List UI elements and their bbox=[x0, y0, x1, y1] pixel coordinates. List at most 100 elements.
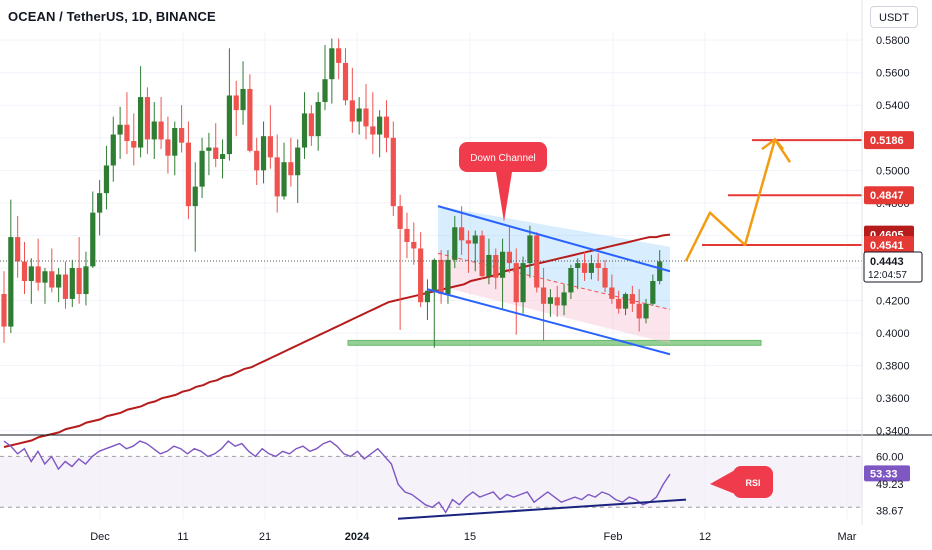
rsi-tick-label: 49.23 bbox=[876, 479, 904, 491]
candle-body bbox=[1, 294, 7, 327]
y-tick-label: 0.4200 bbox=[876, 296, 910, 308]
countdown-label: 12:04:57 bbox=[868, 270, 907, 281]
candle-body bbox=[247, 88, 253, 151]
rsi-value-badge bbox=[864, 465, 910, 482]
candle-body bbox=[561, 292, 567, 306]
candle-body bbox=[8, 237, 14, 327]
candle-body bbox=[329, 48, 335, 80]
candle-body bbox=[418, 248, 424, 303]
candle-body bbox=[342, 62, 349, 101]
candle-body bbox=[213, 147, 219, 159]
candle-body bbox=[581, 263, 588, 273]
candle-body bbox=[445, 259, 451, 295]
candle-body bbox=[267, 136, 273, 158]
currency-button[interactable]: USDT bbox=[870, 6, 918, 28]
candle-body bbox=[636, 303, 642, 319]
candle-body bbox=[499, 251, 506, 278]
candle-body bbox=[151, 121, 157, 140]
support-zone bbox=[347, 339, 762, 346]
candle-body bbox=[138, 97, 144, 148]
rsi-tick-label: 38.67 bbox=[876, 506, 904, 518]
price-badge bbox=[864, 186, 914, 205]
y-tick-label: 0.3800 bbox=[876, 361, 910, 373]
candle-body bbox=[144, 97, 151, 140]
candle-body bbox=[185, 142, 192, 207]
candle-body bbox=[103, 165, 110, 194]
candle-body bbox=[97, 193, 103, 213]
candle-body bbox=[178, 128, 185, 143]
candle-body bbox=[575, 263, 581, 268]
candle-body bbox=[486, 254, 492, 277]
candle-body bbox=[377, 116, 383, 135]
candle-body bbox=[602, 267, 608, 288]
candle-body bbox=[56, 274, 62, 288]
y-tick-label: 0.5400 bbox=[876, 100, 910, 112]
candle-body bbox=[254, 150, 260, 171]
price-badge-label: 0.5186 bbox=[870, 135, 904, 147]
candle-body bbox=[438, 259, 444, 295]
channel-upper-line bbox=[437, 205, 671, 273]
candle-body bbox=[459, 227, 465, 241]
candle-body bbox=[657, 261, 663, 282]
rsi-callout-box bbox=[733, 466, 773, 498]
candle-body bbox=[281, 162, 287, 197]
candle-body bbox=[62, 274, 69, 299]
candle-body bbox=[260, 136, 267, 171]
y-tick-label: 0.5000 bbox=[876, 165, 910, 177]
y-tick-label: 0.3600 bbox=[876, 393, 910, 405]
x-tick-label: Feb bbox=[604, 531, 623, 543]
candle-body bbox=[363, 108, 369, 127]
candle-body bbox=[506, 251, 513, 264]
candle-body bbox=[397, 206, 403, 229]
candle-body bbox=[315, 101, 321, 137]
projection-arrowhead bbox=[761, 137, 784, 151]
candle-body bbox=[288, 162, 294, 176]
y-tick-label: 0.3400 bbox=[876, 426, 910, 438]
price-badge bbox=[864, 236, 914, 255]
candle-body bbox=[534, 235, 540, 288]
y-tick-label: 0.4000 bbox=[876, 328, 910, 340]
candle-body bbox=[90, 212, 96, 267]
candle-body bbox=[383, 116, 390, 138]
candle-body bbox=[349, 100, 355, 122]
candle-body bbox=[411, 241, 417, 249]
y-tick-label: 0.5600 bbox=[876, 68, 910, 80]
candle-body bbox=[479, 235, 485, 277]
y-tick-label: 0.5800 bbox=[876, 35, 910, 47]
candle-body bbox=[76, 267, 82, 295]
candle-body bbox=[404, 228, 410, 242]
candle-body bbox=[15, 237, 21, 262]
candle-body bbox=[192, 186, 198, 207]
x-tick-label: Dec bbox=[90, 531, 110, 543]
candle-body bbox=[233, 95, 239, 111]
candle-body bbox=[172, 128, 178, 156]
moving-average-line bbox=[3, 233, 671, 448]
x-tick-label: 11 bbox=[177, 531, 188, 543]
x-tick-label: Mar bbox=[838, 531, 857, 543]
rsi-value-label: 53.33 bbox=[870, 468, 898, 480]
candle-body bbox=[199, 150, 205, 187]
candle-body bbox=[117, 124, 123, 135]
last-price-label: 0.4443 bbox=[870, 256, 904, 268]
candle-body bbox=[595, 263, 601, 268]
rsi-callout-pointer bbox=[710, 470, 735, 494]
channel-lower-line bbox=[426, 288, 671, 356]
candle-body bbox=[35, 266, 41, 283]
candle-body bbox=[370, 126, 376, 135]
candle-body bbox=[520, 263, 526, 303]
candle-body bbox=[609, 287, 615, 299]
candle-body bbox=[465, 240, 472, 244]
last-price-badge bbox=[863, 251, 923, 283]
down-channel-callout-pointer bbox=[496, 172, 512, 222]
candle-body bbox=[390, 137, 396, 207]
candle-body bbox=[643, 303, 649, 319]
candle-body bbox=[622, 294, 629, 309]
rsi-trendline bbox=[397, 498, 687, 520]
candle-body bbox=[356, 108, 362, 122]
candle-body bbox=[513, 263, 519, 303]
candle-body bbox=[226, 95, 232, 155]
price-badge-label: 0.4847 bbox=[870, 190, 904, 202]
candle-body bbox=[452, 227, 458, 260]
candle-body bbox=[69, 267, 75, 299]
